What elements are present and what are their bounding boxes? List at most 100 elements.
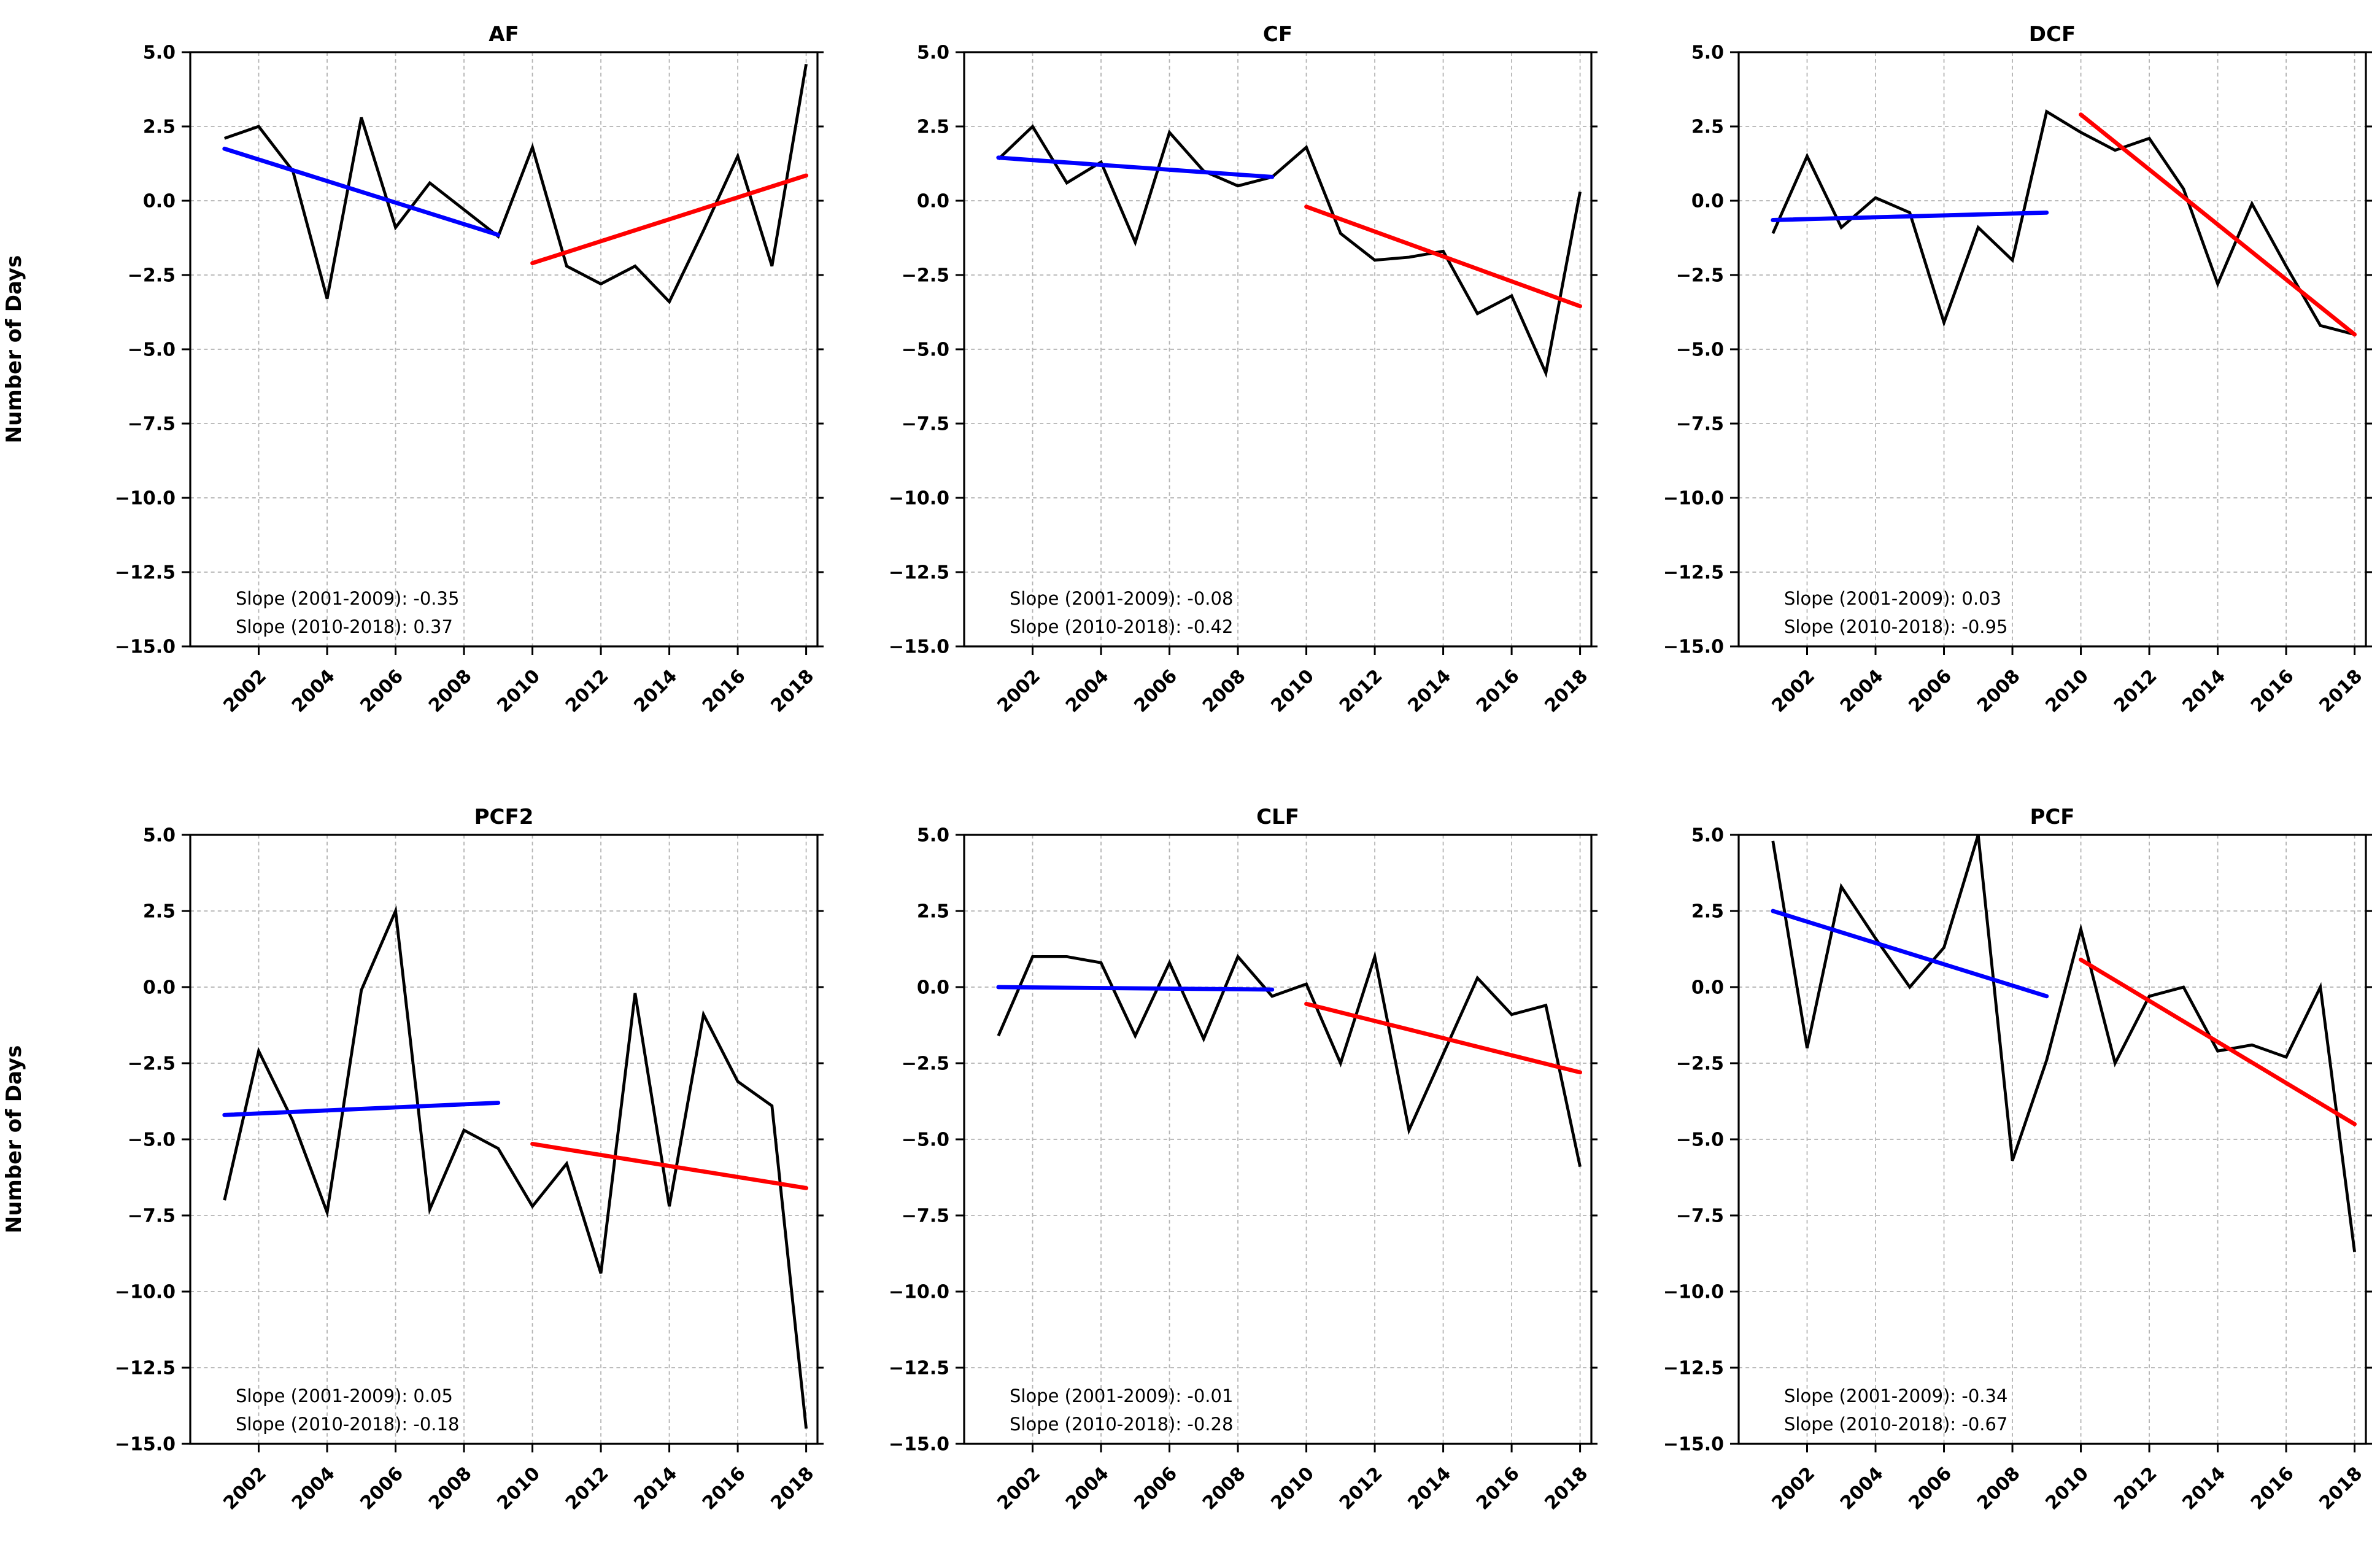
xtick-label: 2010 (1267, 665, 1318, 717)
trend-line-2001-2009 (1771, 909, 2049, 999)
panel-cf: 5.0 2.5 0.0 −2.5 −5.0 −7.5 −10.0 −12.5 −15.0 2002… (889, 22, 1598, 717)
axes-border (189, 834, 819, 1445)
ytick-label: −12.5 (1663, 1357, 1724, 1379)
panel-af: 5.0 2.5 0.0 −2.5 −5.0 −7.5 −10.0 −12.5 −15.0 2002… (2, 22, 824, 717)
panel-title: CLF (1256, 805, 1299, 829)
ytick-label: 0.0 (1691, 977, 1724, 998)
xtick-label: 2012 (1335, 665, 1387, 717)
ytick-label: −5.0 (128, 339, 176, 360)
ytick-label: −2.5 (902, 1053, 949, 1074)
ytick-label: 2.5 (1691, 116, 1724, 138)
trend-line-2010-2018 (2079, 957, 2357, 1126)
xtick-label: 2006 (356, 665, 408, 717)
panel-clf: 5.0 2.5 0.0 −2.5 −5.0 −7.5 −10.0 −12.5 −15.0 2002… (889, 805, 1598, 1514)
ytick-label: 2.5 (143, 116, 176, 138)
xtick-label: 2004 (288, 665, 339, 717)
y-axis-label: Number of Days (2, 255, 26, 444)
trend-line-2001-2009 (996, 155, 1275, 179)
tick-marks (1730, 834, 2372, 1452)
xtick-label: 2016 (2247, 1463, 2298, 1514)
data-line-af (223, 63, 808, 304)
gridlines (1739, 834, 2366, 1444)
xtick-label: 2002 (1768, 1463, 1819, 1514)
ytick-label: −12.5 (889, 1357, 949, 1379)
ytick-label: −7.5 (128, 1205, 176, 1227)
trend-line-2010-2018 (2079, 112, 2357, 337)
xtick-label: 2016 (2247, 665, 2298, 717)
xtick-label: 2012 (1335, 1463, 1387, 1514)
xtick-label: 2006 (1904, 1463, 1956, 1514)
trend-line-2001-2009 (222, 1101, 501, 1117)
xtick-label: 2018 (1540, 1463, 1592, 1514)
ytick-label: −5.0 (1676, 339, 1724, 360)
ytick-label: −2.5 (128, 265, 176, 286)
ytick-label: 0.0 (917, 190, 949, 212)
panel-dcf: 5.0 2.5 0.0 −2.5 −5.0 −7.5 −10.0 −12.5 −15.0 2002… (1663, 22, 2372, 717)
ytick-label: −7.5 (1676, 413, 1724, 435)
tick-marks (1730, 51, 2372, 655)
xtick-label: 2012 (2110, 1463, 2162, 1514)
data-line-clf (997, 950, 1582, 1168)
ytick-label: −7.5 (902, 1205, 949, 1227)
slope-annotation-2: Slope (2010-2018): -0.67 (1784, 1414, 2007, 1435)
ytick-label: 5.0 (143, 42, 176, 63)
ytick-label: −12.5 (115, 1357, 176, 1379)
xtick-label: 2018 (767, 1463, 818, 1514)
ytick-label: 2.5 (143, 901, 176, 922)
tick-marks (182, 834, 824, 1452)
slope-annotation-1: Slope (2001-2009): -0.34 (1784, 1386, 2007, 1406)
trend-line-2001-2009 (222, 146, 501, 238)
trend-line-2010-2018 (1304, 1001, 1583, 1075)
axes-border (189, 51, 819, 648)
ytick-label: −10.0 (889, 487, 949, 509)
data-line-pcf2 (223, 905, 808, 1429)
gridlines (190, 834, 817, 1444)
xtick-label: 2018 (2315, 1463, 2366, 1514)
ytick-label: 5.0 (917, 42, 949, 63)
panel-pcf: 5.0 2.5 0.0 −2.5 −5.0 −7.5 −10.0 −12.5 −15.0 2002… (1663, 805, 2372, 1514)
slope-annotation-1: Slope (2001-2009): -0.35 (236, 588, 459, 609)
xtick-label: 2004 (288, 1463, 339, 1514)
gridlines (1739, 52, 2366, 647)
ytick-label: 0.0 (143, 977, 176, 998)
ytick-label: −2.5 (128, 1053, 176, 1074)
ytick-label: −12.5 (115, 562, 176, 583)
ytick-label: −5.0 (1676, 1129, 1724, 1150)
xtick-label: 2008 (425, 1463, 476, 1514)
ytick-label: 2.5 (917, 901, 949, 922)
xtick-label: 2014 (2178, 665, 2230, 717)
trend-line-2010-2018 (530, 1142, 809, 1190)
xtick-label: 2012 (562, 1463, 613, 1514)
slope-annotation-1: Slope (2001-2009): 0.05 (236, 1386, 453, 1406)
xtick-label: 2010 (2041, 1463, 2093, 1514)
xtick-label: 2012 (2110, 665, 2162, 717)
trend-line-2001-2009 (996, 985, 1275, 992)
ytick-label: −10.0 (115, 1281, 176, 1303)
slope-annotation-1: Slope (2001-2009): 0.03 (1784, 588, 2001, 609)
ytick-label: −10.0 (115, 487, 176, 509)
xtick-label: 2006 (1130, 1463, 1181, 1514)
slope-annotation-2: Slope (2010-2018): -0.42 (1010, 616, 1233, 637)
xtick-label: 2014 (1404, 1463, 1455, 1514)
trend-line-2001-2009 (1771, 210, 2049, 222)
xtick-label: 2008 (1973, 1463, 2025, 1514)
panel-title: AF (489, 22, 519, 47)
xtick-label: 2008 (1199, 665, 1250, 717)
slope-annotation-2: Slope (2010-2018): -0.95 (1784, 616, 2007, 637)
xtick-label: 2010 (493, 1463, 544, 1514)
xtick-label: 2006 (1904, 665, 1956, 717)
xtick-label: 2014 (630, 1463, 681, 1514)
ytick-label: −2.5 (902, 265, 949, 286)
ytick-label: −12.5 (889, 562, 949, 583)
trend-line-2010-2018 (530, 173, 809, 266)
xtick-label: 2018 (767, 665, 818, 717)
ytick-label: −10.0 (889, 1281, 949, 1303)
tick-marks (956, 834, 1598, 1452)
xtick-label: 2004 (1836, 665, 1888, 717)
xtick-label: 2002 (219, 665, 271, 717)
xtick-label: 2008 (425, 665, 476, 717)
panel-pcf2: 5.0 2.5 0.0 −2.5 −5.0 −7.5 −10.0 −12.5 −15.0 2002… (2, 805, 824, 1514)
xtick-label: 2010 (493, 665, 544, 717)
ytick-label: 5.0 (917, 824, 949, 846)
